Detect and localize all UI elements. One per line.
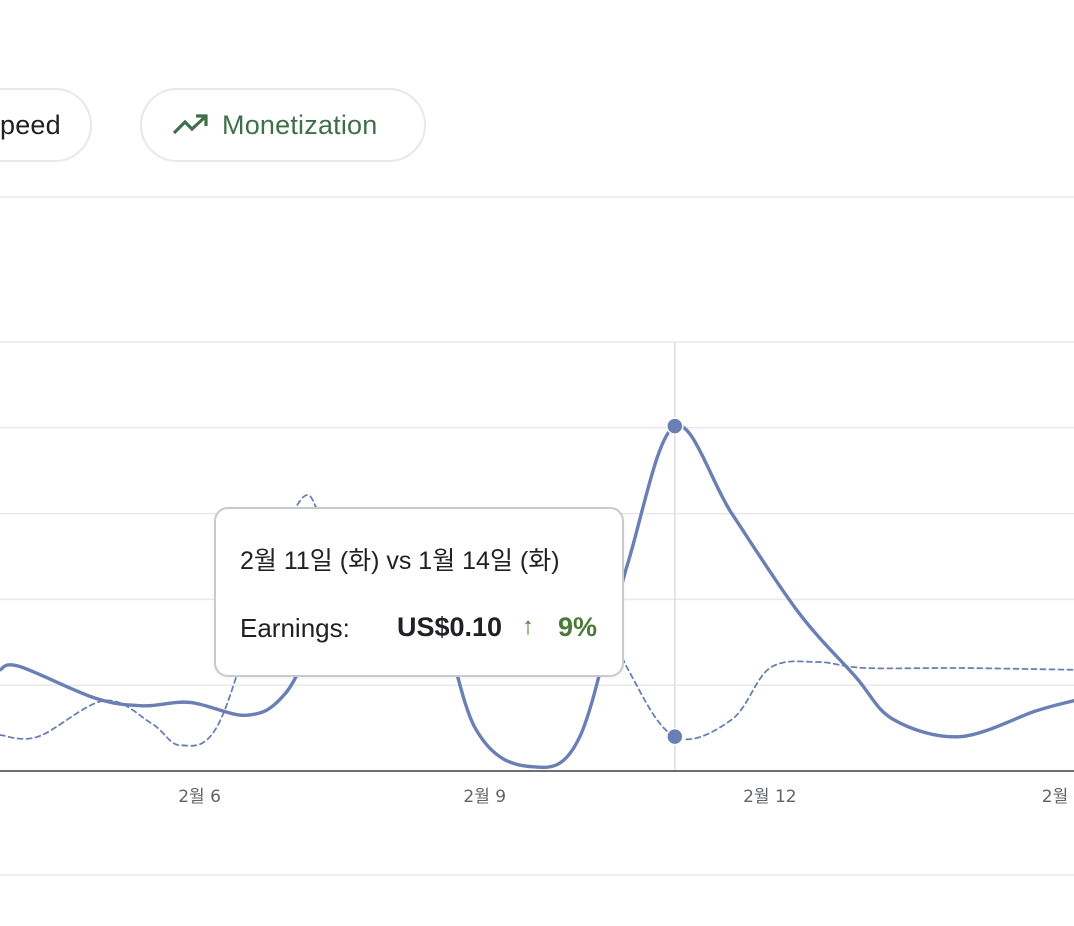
tooltip-date: 2월 11일 (화) vs 1월 14일 (화)	[240, 547, 560, 575]
hover-point-current	[666, 417, 684, 435]
x-axis-ticks: 2월 6 2월 9 2월 12 2월	[178, 787, 1068, 807]
tab-speed[interactable]: peed	[0, 88, 92, 162]
hover-markers	[666, 417, 684, 746]
x-tick-label: 2월 9	[463, 787, 506, 807]
series-line-current	[0, 423, 1074, 770]
tab-monetization[interactable]: Monetization	[140, 88, 426, 162]
trending-up-icon	[172, 114, 208, 135]
tab-monetization-label: Monetization	[222, 109, 378, 140]
tab-speed-label: peed	[0, 109, 61, 140]
tooltip-change: 9%	[558, 612, 598, 642]
footer-divider	[0, 874, 1074, 876]
x-tick-label: 2월	[1042, 787, 1068, 807]
chart-tooltip: 2월 11일 (화) vs 1월 14일 (화) Earnings: US$0.…	[214, 507, 624, 677]
tooltip-metric-label: Earnings:	[240, 613, 350, 643]
x-tick-label: 2월 6	[178, 787, 221, 807]
header-divider	[0, 196, 1074, 198]
hover-point-comparison	[666, 727, 684, 746]
x-tick-label: 2월 12	[743, 787, 797, 807]
tooltip-value: US$0.10	[397, 612, 503, 642]
tooltip-up-arrow-icon: ↑	[522, 613, 534, 640]
